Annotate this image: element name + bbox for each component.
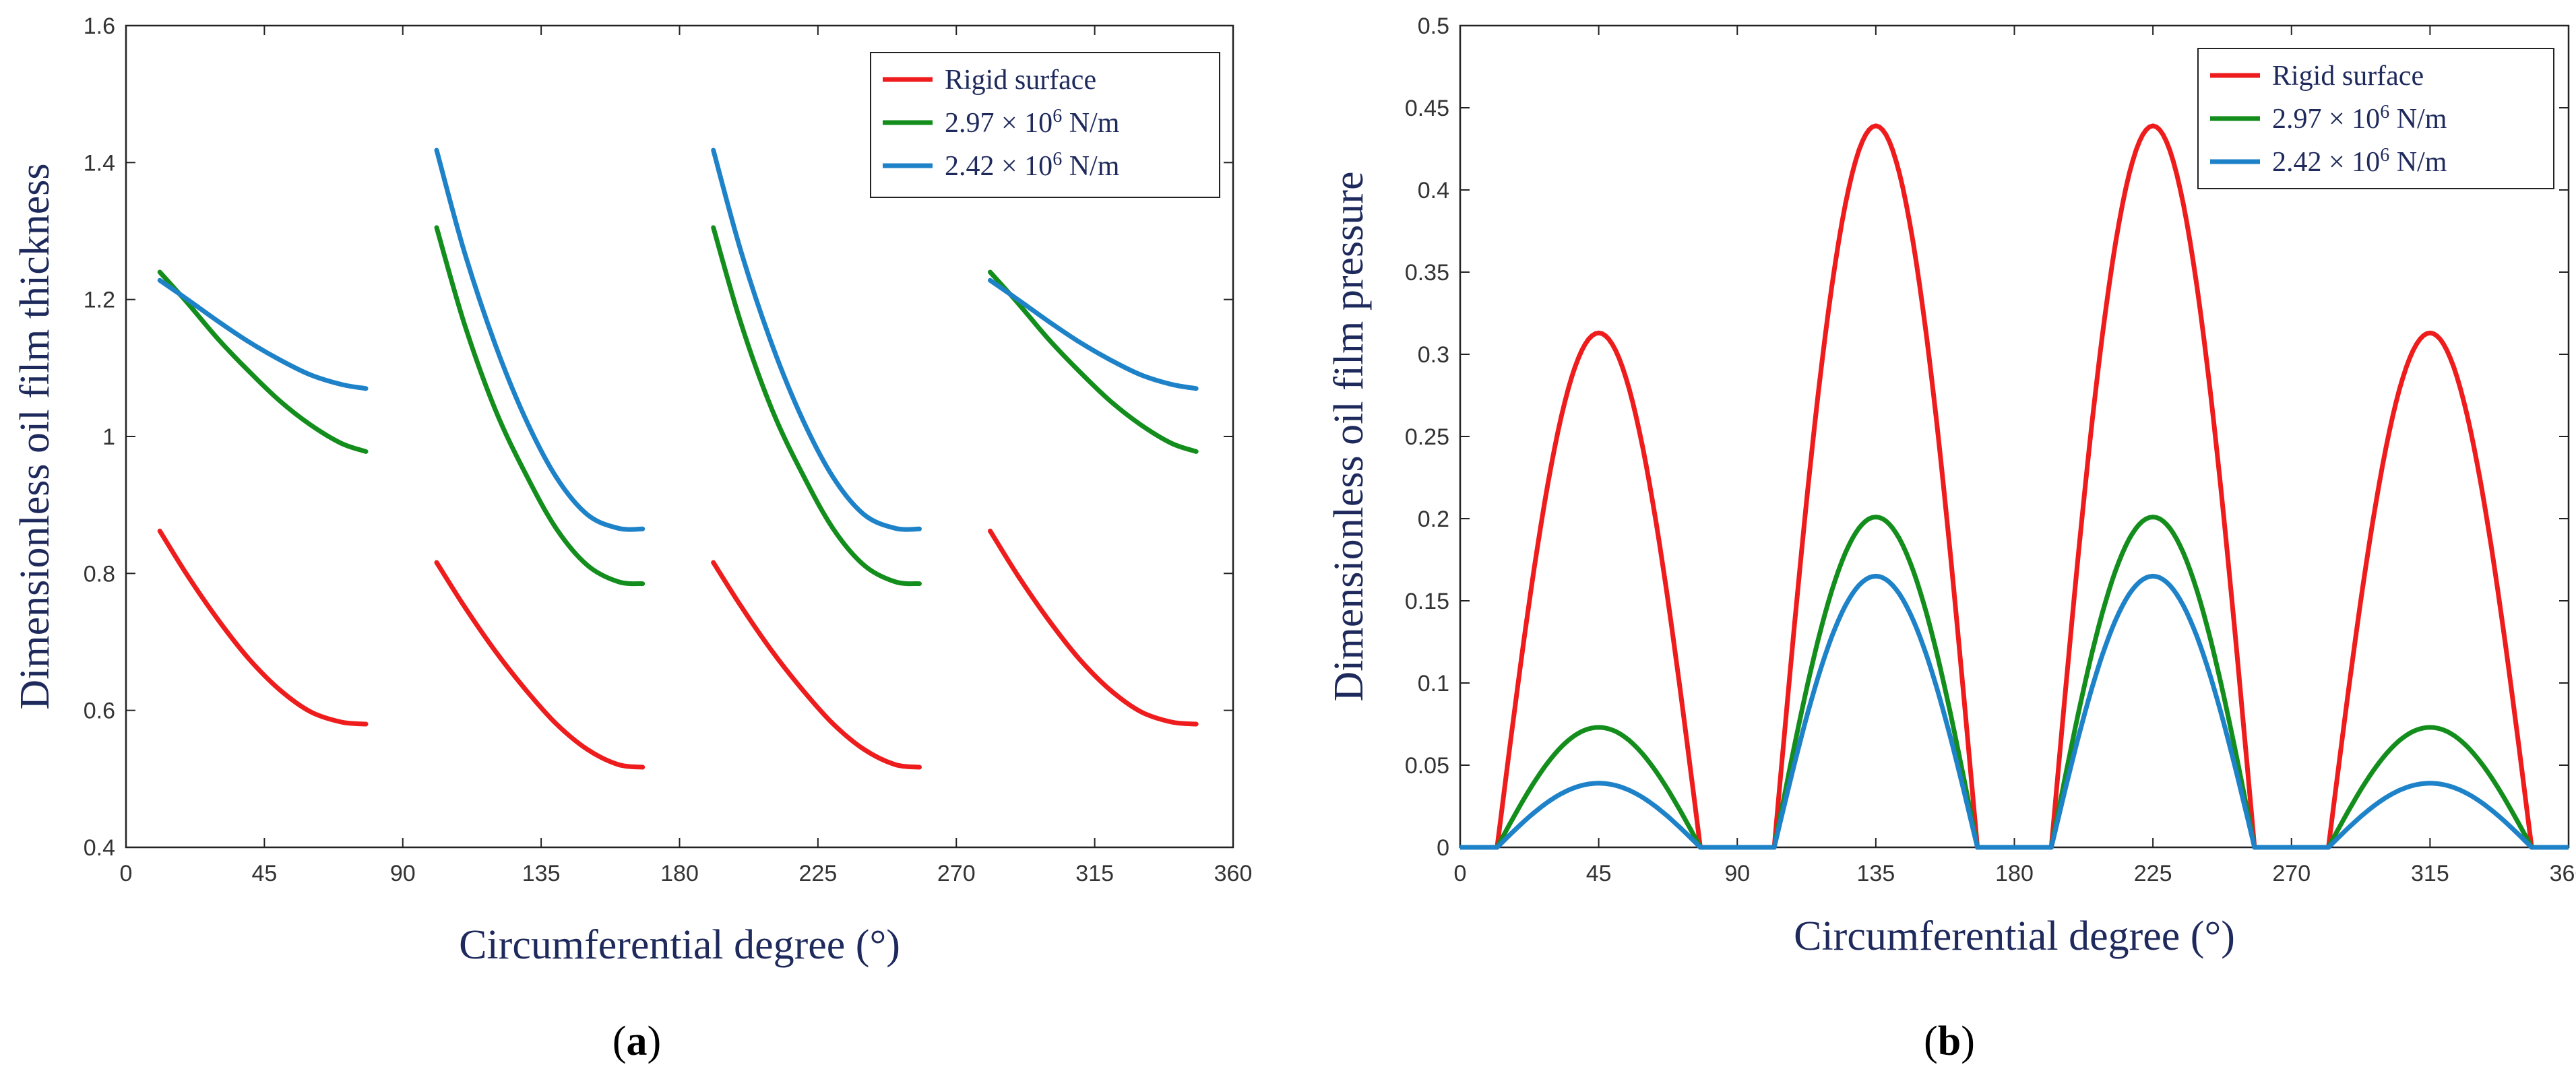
caption-letter: a xyxy=(627,1018,648,1064)
caption-open-paren: ( xyxy=(1924,1018,1938,1064)
series-segment xyxy=(157,528,369,727)
series-line xyxy=(1460,573,2569,850)
x-tick-label: 360 xyxy=(2550,861,2576,886)
series-segment xyxy=(711,560,922,770)
caption-close-paren: ) xyxy=(1961,1018,1975,1064)
x-tick-label: 90 xyxy=(390,861,416,886)
y-tick-label: 1 xyxy=(102,424,115,450)
series-segment xyxy=(434,225,646,587)
x-tick-label: 45 xyxy=(251,861,277,886)
caption-open-paren: ( xyxy=(612,1018,627,1064)
x-tick-label: 0 xyxy=(1454,861,1467,886)
series-segment xyxy=(988,278,1199,391)
y-tick-label: 0.4 xyxy=(1418,178,1449,203)
legend-entry: 2.97 × 106 N/m xyxy=(2272,102,2447,135)
y-tick-label: 0.25 xyxy=(1405,424,1449,450)
series-line xyxy=(157,225,1199,587)
series-segment xyxy=(434,560,646,770)
series-segment xyxy=(434,148,646,532)
chart-thickness: 0 45 90 135 180 225 270 315 360 0.4 0.6 0.8 1 1.2 1.4 1… xyxy=(12,13,1252,1064)
x-tick-label: 270 xyxy=(937,861,976,886)
x-tick-label: 180 xyxy=(660,861,699,886)
x-tick-label: 225 xyxy=(799,861,838,886)
legend-entry: 2.42 × 106 N/m xyxy=(2272,145,2447,178)
y-tick-label: 0.45 xyxy=(1405,96,1449,121)
chart-pressure: 0 45 90 135 180 225 270 315 360 0 0.05 0.1 0.15 0.2 0.… xyxy=(1326,13,2576,1064)
y-axis-label: Dimensionless oil film pressure xyxy=(1326,172,1372,702)
x-tick-label: 135 xyxy=(522,861,561,886)
x-axis-label: Circumferential degree (°) xyxy=(459,922,900,968)
panel-caption: (a) xyxy=(612,1018,661,1064)
y-tick-label: 0.8 xyxy=(84,561,115,587)
legend-entry: 2.97 × 106 N/m xyxy=(945,106,1120,139)
y-tick-label: 0.05 xyxy=(1405,753,1449,779)
x-tick-label: 135 xyxy=(1857,861,1895,886)
y-tick-label: 0.15 xyxy=(1405,589,1449,614)
panel-caption: (b) xyxy=(1924,1018,1975,1064)
y-tick-label: 0.6 xyxy=(84,698,115,724)
series-segment xyxy=(157,269,369,454)
y-tick-label: 0 xyxy=(1437,835,1449,861)
x-tick-label: 360 xyxy=(1214,861,1253,886)
y-tick-label: 1.4 xyxy=(84,150,115,176)
series-line xyxy=(157,528,1199,770)
x-axis-label: Circumferential degree (°) xyxy=(1794,913,2235,959)
series-segment xyxy=(711,148,922,532)
y-tick-label: 1.2 xyxy=(84,288,115,313)
x-tick-label: 45 xyxy=(1586,861,1612,886)
x-tick-label: 225 xyxy=(2134,861,2172,886)
caption-close-paren: ) xyxy=(648,1018,662,1064)
series-segment xyxy=(988,528,1199,727)
x-tick-label: 270 xyxy=(2272,861,2311,886)
y-tick-label: 0.3 xyxy=(1418,342,1449,368)
legend: Rigid surface 2.97 × 106 N/m 2.42 × 106 N/… xyxy=(2197,48,2554,189)
y-tick-label: 0.35 xyxy=(1405,260,1449,286)
legend: Rigid surface 2.97 × 106 N/m 2.42 × 106 N/… xyxy=(870,52,1220,198)
caption-letter: b xyxy=(1938,1018,1961,1064)
legend-entry: Rigid surface xyxy=(2272,61,2424,92)
legend-entry: 2.42 × 106 N/m xyxy=(945,149,1120,183)
legend-entry: Rigid surface xyxy=(945,65,1096,96)
y-tick-label: 0.5 xyxy=(1418,13,1449,39)
x-tick-label: 315 xyxy=(1075,861,1114,886)
series-segment xyxy=(988,269,1199,454)
x-tick-label: 90 xyxy=(1724,861,1750,886)
x-tick-label: 315 xyxy=(2411,861,2449,886)
series-curve xyxy=(1460,573,2569,850)
series-line xyxy=(157,148,1199,532)
y-tick-label: 0.2 xyxy=(1418,507,1449,532)
series-segment xyxy=(157,278,369,391)
x-tick-label: 0 xyxy=(120,861,133,886)
x-tick-label: 180 xyxy=(1995,861,2034,886)
y-tick-label: 1.6 xyxy=(84,13,115,39)
y-tick-label: 0.1 xyxy=(1418,671,1449,696)
series-segment xyxy=(711,225,922,587)
y-axis-label: Dimensionless oil film thickness xyxy=(12,163,58,709)
y-tick-label: 0.4 xyxy=(84,835,115,861)
